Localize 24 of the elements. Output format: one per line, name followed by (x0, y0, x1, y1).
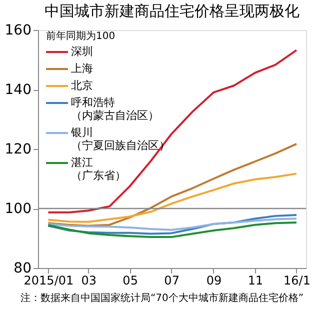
legend-label: 深圳 (71, 45, 93, 58)
x-tick-label: 09 (206, 274, 222, 288)
y-tick-label: 160 (4, 22, 32, 38)
x-tick-label: 03 (81, 274, 96, 288)
legend-label: 湛江（广东省） (71, 156, 126, 182)
text: 注：数据来自中国国家统计局“70个大中城市新建商品住宅价格” (20, 292, 304, 304)
y-axis-title: 前年同期为100 (46, 30, 116, 42)
y-tick-label: 140 (4, 82, 32, 98)
x-tick-label: 2015/01 (24, 274, 74, 288)
chart-title: 中国城市新建商品住宅价格呈现两极化 (44, 2, 300, 20)
x-tick-label: 11 (248, 274, 264, 288)
y-tick-label: 80 (14, 260, 32, 276)
x-tick-label: 07 (164, 274, 180, 288)
line-series (47, 218, 298, 231)
y-tick-label: 100 (4, 201, 32, 217)
line-series (47, 214, 298, 235)
legend-label: 银川（宁夏回族自治区） (70, 126, 170, 152)
x-tick-label: 05 (122, 274, 138, 288)
legend-label: 上海 (71, 62, 93, 75)
legend-label: 呼和浩特（内蒙古自治区） (71, 96, 159, 122)
y-tick-label: 120 (4, 142, 32, 158)
legend-label: 北京 (71, 79, 93, 92)
line-series (47, 221, 298, 238)
x-tick-label: 16/1 (284, 274, 310, 288)
